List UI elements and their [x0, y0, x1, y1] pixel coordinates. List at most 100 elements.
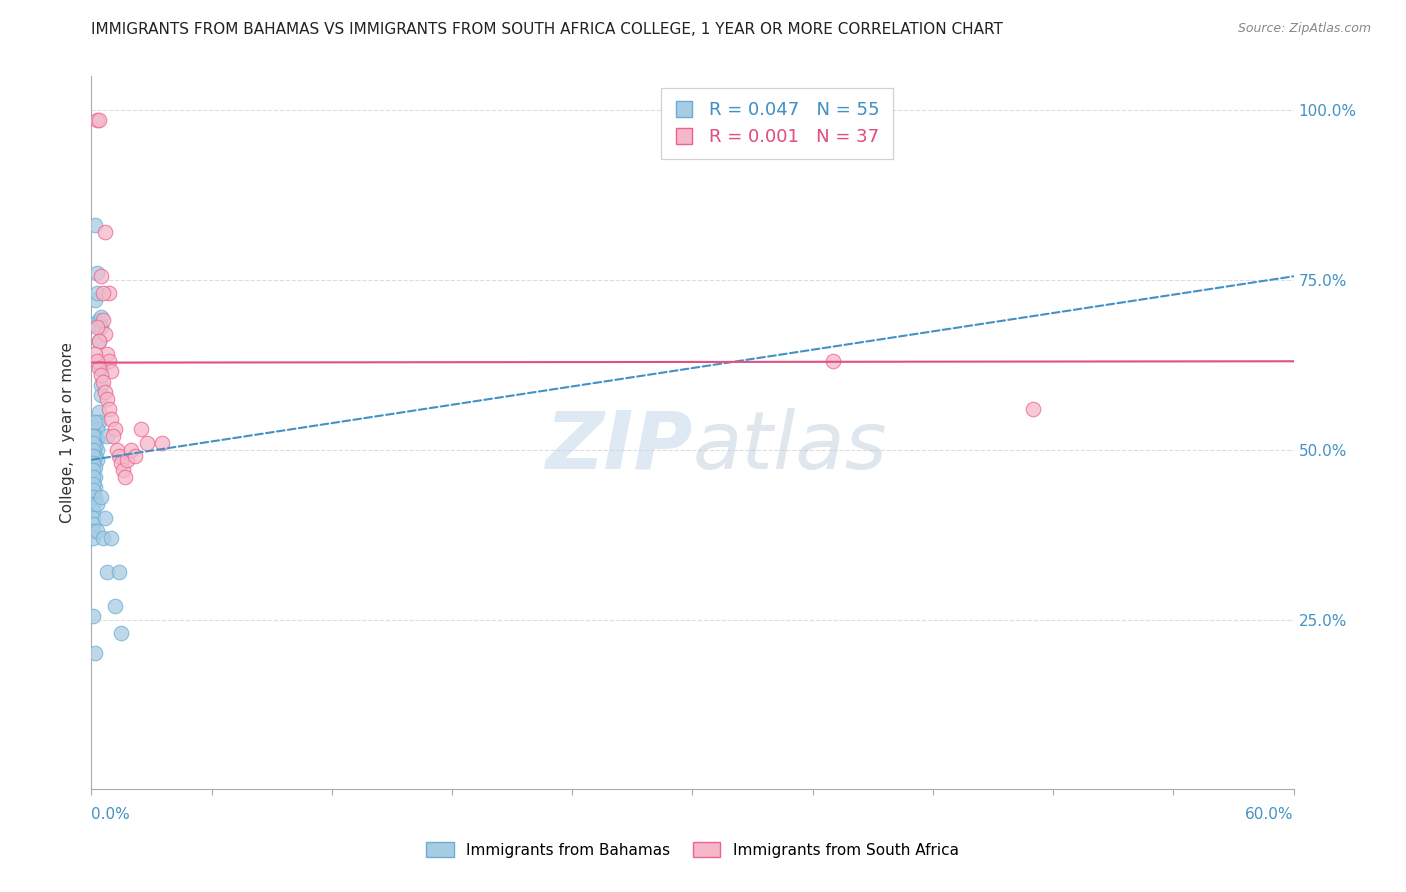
Text: 60.0%: 60.0%	[1246, 807, 1294, 822]
Y-axis label: College, 1 year or more: College, 1 year or more	[60, 343, 76, 523]
Point	[90, 388, 112, 402]
Point	[93, 531, 115, 545]
Point	[86, 266, 108, 280]
Point	[90, 320, 112, 334]
Point	[94, 225, 117, 239]
Point	[86, 433, 108, 447]
Point	[82, 531, 104, 545]
Point	[86, 452, 108, 467]
Point	[90, 490, 112, 504]
Point	[89, 416, 111, 430]
Point	[84, 347, 107, 361]
Point	[96, 429, 118, 443]
Point	[86, 354, 108, 368]
Point	[89, 334, 111, 348]
Point	[84, 429, 107, 443]
Point	[86, 422, 108, 436]
Point	[84, 480, 107, 494]
Point	[86, 442, 108, 457]
Point	[84, 219, 107, 233]
Point	[110, 456, 132, 470]
Point	[107, 442, 129, 457]
Point	[86, 113, 108, 128]
Point	[114, 470, 136, 484]
Point	[131, 422, 153, 436]
Point	[94, 384, 117, 399]
Point	[84, 450, 107, 464]
Point	[94, 327, 117, 342]
Point	[89, 113, 111, 128]
Point	[98, 286, 121, 301]
Point	[84, 416, 107, 430]
Point	[84, 293, 107, 307]
Point	[103, 429, 125, 443]
Point	[86, 524, 108, 538]
Point	[108, 450, 131, 464]
Point	[104, 422, 127, 436]
Point	[82, 435, 104, 450]
Point	[82, 317, 104, 331]
Point	[124, 450, 146, 464]
Point	[100, 531, 122, 545]
Point	[84, 470, 107, 484]
Point	[82, 476, 104, 491]
Point	[84, 647, 107, 661]
Point	[98, 401, 121, 416]
Point	[89, 334, 111, 348]
Point	[82, 510, 104, 524]
Point	[84, 459, 107, 474]
Point	[821, 354, 844, 368]
Point	[82, 504, 104, 518]
Point	[82, 524, 104, 538]
Point	[98, 354, 121, 368]
Point	[90, 368, 112, 382]
Legend: R = 0.047   N = 55, R = 0.001   N = 37: R = 0.047 N = 55, R = 0.001 N = 37	[661, 88, 893, 159]
Point	[117, 452, 139, 467]
Text: atlas: atlas	[692, 408, 887, 486]
Point	[110, 626, 132, 640]
Point	[86, 320, 108, 334]
Point	[82, 609, 104, 624]
Text: 0.0%: 0.0%	[91, 807, 131, 822]
Point	[82, 470, 104, 484]
Point	[100, 412, 122, 426]
Point	[90, 378, 112, 392]
Point	[82, 442, 104, 457]
Point	[90, 269, 112, 284]
Text: Source: ZipAtlas.com: Source: ZipAtlas.com	[1237, 22, 1371, 36]
Point	[93, 286, 115, 301]
Point	[82, 429, 104, 443]
Point	[112, 463, 135, 477]
Text: IMMIGRANTS FROM BAHAMAS VS IMMIGRANTS FROM SOUTH AFRICA COLLEGE, 1 YEAR OR MORE : IMMIGRANTS FROM BAHAMAS VS IMMIGRANTS FR…	[91, 22, 1004, 37]
Point	[1022, 401, 1045, 416]
Point	[82, 463, 104, 477]
Point	[82, 483, 104, 498]
Point	[82, 497, 104, 511]
Point	[90, 310, 112, 324]
Point	[93, 313, 115, 327]
Point	[96, 347, 118, 361]
Point	[84, 439, 107, 453]
Point	[108, 565, 131, 579]
Point	[136, 435, 159, 450]
Point	[84, 490, 107, 504]
Point	[93, 375, 115, 389]
Text: ZIP: ZIP	[546, 408, 692, 486]
Point	[86, 497, 108, 511]
Point	[89, 313, 111, 327]
Point	[96, 565, 118, 579]
Point	[104, 599, 127, 613]
Point	[89, 405, 111, 419]
Point	[86, 286, 108, 301]
Point	[96, 392, 118, 406]
Point	[89, 361, 111, 376]
Point	[82, 456, 104, 470]
Point	[82, 490, 104, 504]
Point	[121, 442, 143, 457]
Point	[100, 364, 122, 378]
Point	[82, 517, 104, 532]
Point	[150, 435, 173, 450]
Point	[82, 450, 104, 464]
Point	[94, 510, 117, 524]
Point	[90, 361, 112, 376]
